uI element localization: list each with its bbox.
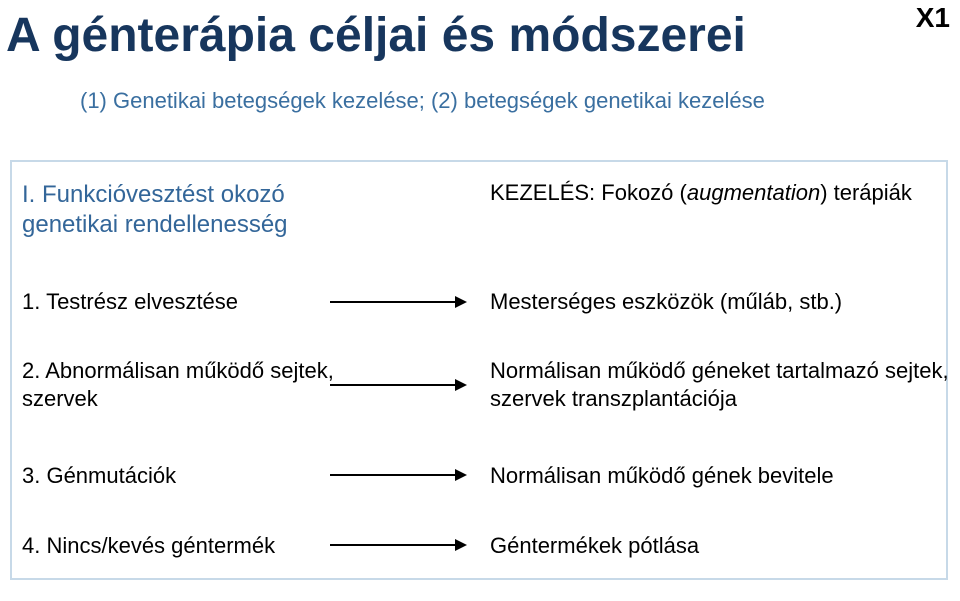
arrow-4 <box>330 544 465 546</box>
arrow-1 <box>330 301 465 303</box>
right-item-4: Géntermékek pótlása <box>490 532 950 560</box>
right-heading-italic: augmentation <box>687 180 820 205</box>
right-item-1: Mesterséges eszközök (műláb, stb.) <box>490 288 950 316</box>
right-heading-suffix: ) terápiák <box>820 180 912 205</box>
right-item-2: Normálisan működő géneket tartalmazó sej… <box>490 357 950 412</box>
subtitle: (1) Genetikai betegségek kezelése; (2) b… <box>80 88 765 114</box>
right-heading-prefix: KEZELÉS: Fokozó ( <box>490 180 687 205</box>
arrow-2 <box>330 384 465 386</box>
content-box: I. Funkcióvesztést okozógenetikai rendel… <box>10 160 948 580</box>
right-heading: KEZELÉS: Fokozó (augmentation) terápiák <box>490 180 950 206</box>
page-label: X1 <box>916 2 950 34</box>
left-heading: I. Funkcióvesztést okozógenetikai rendel… <box>22 180 402 240</box>
page-title: A génterápia céljai és módszerei <box>6 8 746 63</box>
right-item-3: Normálisan működő gének bevitele <box>490 462 950 490</box>
arrow-3 <box>330 474 465 476</box>
